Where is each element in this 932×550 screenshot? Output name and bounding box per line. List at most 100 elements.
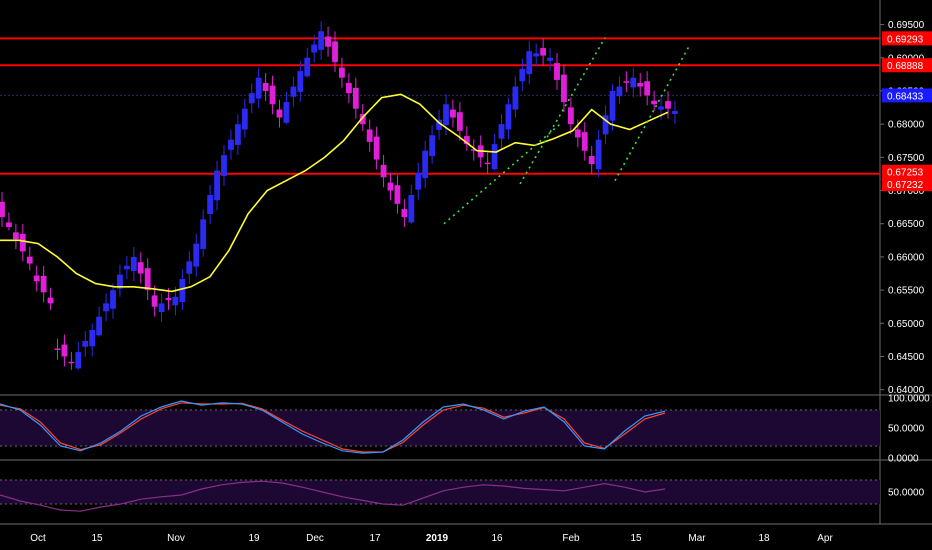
price-tick-label: 0.65000	[888, 319, 925, 330]
candle-body	[505, 104, 512, 130]
price-label-text: 0.69293	[887, 34, 924, 45]
candle-body	[241, 108, 248, 130]
candle-body	[540, 48, 547, 56]
stochastic-tick-label: 0.0000	[888, 454, 919, 465]
time-axis-label: 15	[630, 533, 642, 544]
candle-body	[40, 275, 47, 293]
candle-body	[144, 268, 151, 291]
candle-body	[519, 68, 526, 82]
candle-body	[623, 81, 630, 83]
candle-body	[561, 74, 567, 103]
candle-body	[234, 124, 241, 145]
candle-body	[214, 170, 220, 201]
price-tick-label: 0.68000	[888, 120, 925, 131]
candle-body	[325, 36, 331, 47]
candle-body	[255, 77, 262, 99]
time-axis-label: Feb	[562, 533, 580, 544]
candle-body	[123, 265, 130, 270]
candle-body	[443, 104, 449, 126]
candle-body	[248, 93, 255, 104]
price-label-box	[882, 58, 932, 73]
candle-body	[12, 232, 19, 240]
candle-body	[26, 256, 33, 264]
candle-body	[276, 109, 283, 118]
candle-body	[422, 150, 429, 179]
time-axis-label: Nov	[167, 533, 185, 544]
candle-body	[172, 296, 179, 306]
candle-body	[415, 172, 422, 190]
candle-body	[498, 124, 505, 139]
candle-body	[179, 279, 186, 303]
candle-body	[630, 77, 637, 88]
candle-body	[366, 129, 373, 142]
moving-average-line	[0, 93, 669, 293]
rsi-tick-label: 50.0000	[888, 488, 925, 499]
candle-body	[581, 132, 588, 151]
candle-body	[672, 110, 678, 114]
candle-body	[651, 100, 658, 105]
price-label-text: 0.67232	[887, 180, 924, 191]
candle-body	[318, 31, 325, 50]
candle-body	[609, 90, 616, 121]
candle-body	[456, 112, 463, 131]
candle-body	[82, 341, 89, 347]
candle-body	[221, 155, 227, 176]
price-label-text: 0.68433	[887, 91, 924, 102]
time-axis-label: 16	[491, 533, 503, 544]
candle-body	[103, 303, 109, 312]
candle-body	[401, 209, 408, 218]
candle-body	[345, 83, 352, 94]
candle-body	[19, 233, 26, 252]
candle-body	[602, 115, 609, 135]
candle-body	[207, 194, 214, 214]
candle-body	[151, 295, 158, 307]
candle-body	[484, 162, 491, 165]
stochastic-tick-label: 50.0000	[888, 424, 925, 435]
candle-body	[547, 57, 553, 61]
price-tick-label: 0.65500	[888, 286, 925, 297]
trend-line-0	[443, 123, 561, 225]
candle-body	[158, 303, 165, 313]
candle-body	[297, 71, 304, 92]
candle-body	[193, 243, 200, 267]
candle-body	[665, 101, 671, 109]
candle-body	[311, 44, 318, 53]
candle-body	[68, 361, 75, 364]
candle-body	[186, 261, 193, 274]
candle-body	[429, 135, 436, 157]
price-label-box	[882, 31, 932, 46]
candle-body	[588, 156, 595, 164]
trend-line-2	[614, 44, 691, 181]
candle-body	[117, 274, 123, 289]
candle-body	[96, 316, 103, 336]
candle-body	[387, 182, 394, 191]
price-tick-label: 0.66500	[888, 219, 925, 230]
price-tick-label: 0.67000	[888, 186, 925, 197]
candle-body	[269, 85, 276, 105]
candle-body	[130, 256, 137, 272]
candle-body	[75, 352, 82, 369]
candle-body	[54, 348, 61, 351]
candle-body	[380, 164, 387, 178]
price-tick-label: 0.64000	[888, 385, 925, 396]
stochastic-d-line	[0, 402, 666, 453]
candle-body	[47, 297, 54, 304]
time-axis-label: Mar	[688, 533, 706, 544]
price-tick-label: 0.67500	[888, 153, 925, 164]
candle-body	[408, 194, 415, 223]
price-label-box	[882, 88, 932, 103]
candle-body	[359, 113, 366, 125]
stochastic-tick-label: 100.0000	[888, 394, 930, 405]
candle-body	[554, 63, 560, 80]
stochastic-k-line	[0, 400, 666, 454]
price-tick-label: 0.64500	[888, 352, 925, 363]
candle-body	[352, 87, 359, 109]
price-label-text: 0.67253	[887, 168, 924, 179]
candle-body	[137, 262, 144, 274]
time-axis-label: 18	[758, 533, 770, 544]
candle-body	[533, 53, 540, 57]
candle-body	[165, 298, 172, 301]
candle-body	[436, 119, 442, 130]
